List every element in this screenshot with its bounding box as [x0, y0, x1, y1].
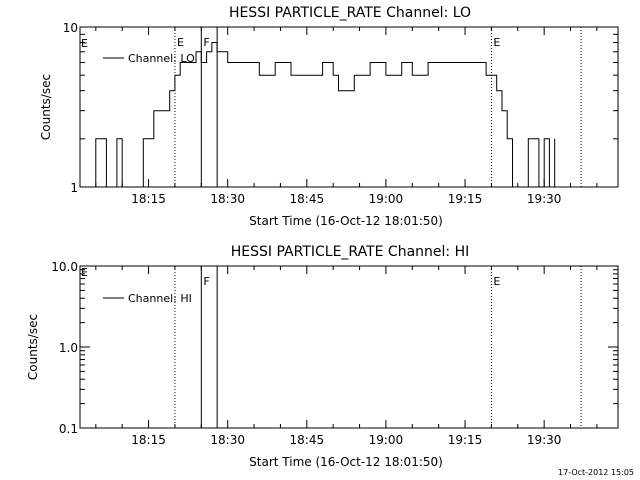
x-tick-label: 18:15 [131, 433, 166, 447]
x-tick-label: 18:15 [131, 192, 166, 206]
ticks: 18:15 18:30 18:45 19:00 19:15 19:30 0.1 1.0 10.0 [51, 260, 618, 447]
x-tick-label: 19:15 [448, 433, 483, 447]
x-tick-label: 18:45 [290, 192, 325, 206]
legend-label: Channel: LO [128, 52, 195, 65]
x-tick-label: 19:00 [369, 192, 404, 206]
event-marker-label: E [493, 275, 500, 288]
event-marker-label: E [493, 36, 500, 49]
plot-frame [79, 26, 619, 188]
x-tick-label: 19:00 [369, 433, 404, 447]
chart-title: HESSI PARTICLE_RATE Channel: LO [229, 5, 471, 21]
y-tick-label: 1 [70, 181, 78, 195]
chart-title: HESSI PARTICLE_RATE Channel: HI [231, 244, 469, 260]
event-marker-label: F [203, 275, 209, 288]
x-axis-label: Start Time (16-Oct-12 18:01:50) [249, 214, 443, 228]
x-tick-label: 19:15 [448, 192, 483, 206]
legend-label: Channel: HI [128, 292, 192, 305]
corner-label: E [81, 266, 88, 279]
series-line [85, 42, 556, 188]
footer-timestamp: 17-Oct-2012 15:05 [558, 468, 634, 477]
x-tick-label: 18:30 [210, 433, 245, 447]
y-tick-label: 0.1 [59, 422, 78, 436]
x-axis-label: Start Time (16-Oct-12 18:01:50) [249, 455, 443, 469]
chart-panel-lo: HESSI PARTICLE_RATE Channel: LO Counts/s… [39, 5, 619, 228]
x-tick-label: 18:30 [210, 192, 245, 206]
x-tick-label: 18:45 [290, 433, 325, 447]
y-tick-label: 1.0 [59, 341, 78, 355]
corner-label: E [81, 37, 88, 50]
y-tick-label: 10 [63, 21, 78, 35]
event-marker-label: F [203, 36, 209, 49]
chart-panel-hi: HESSI PARTICLE_RATE Channel: HI Counts/s… [26, 244, 619, 469]
event-marker-label: E [177, 36, 184, 49]
y-axis-label: Counts/sec [26, 314, 40, 380]
y-tick-label: 10.0 [51, 260, 78, 274]
ticks: 18:15 18:30 18:45 19:00 19:15 19:30 1 10 [63, 21, 618, 206]
x-tick-label: 19:30 [527, 192, 562, 206]
y-axis-label: Counts/sec [39, 74, 53, 140]
x-tick-label: 19:30 [527, 433, 562, 447]
plot-frame [79, 265, 619, 429]
